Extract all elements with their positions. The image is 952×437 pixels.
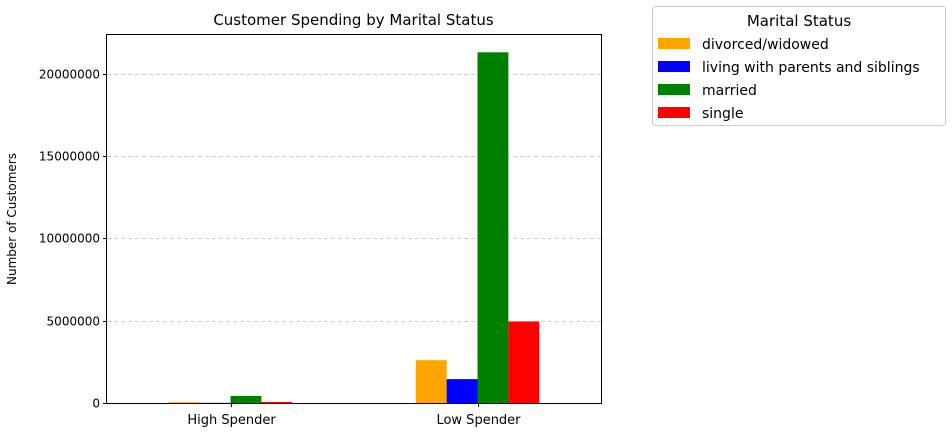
x-tick-label: Low Spender [436,413,521,428]
chart-title: Customer Spending by Marital Status [213,11,494,29]
bar-married-high-spender [231,396,262,403]
legend-label: married [702,83,757,99]
legend-swatch [658,84,690,95]
legend-swatch [658,38,690,49]
bars-layer [169,52,540,403]
legend-title: Marital Status [747,12,851,30]
bar-married-low-spender [478,52,509,403]
legend-label: divorced/widowed [702,37,829,53]
legend-swatch [658,61,690,72]
y-tick-label: 15000000 [39,150,100,164]
y-tick-label: 10000000 [39,232,100,246]
y-tick-label: 20000000 [39,68,100,82]
legend-swatch [658,107,690,118]
y-tick-label: 0 [92,397,100,411]
legend: Marital Status divorced/widowed living wi… [653,7,946,126]
bar-single-high-spender [261,402,292,403]
y-axis-ticks: 0 5000000 10000000 15000000 20000000 [39,68,107,411]
bar-divorced-widowed-high-spender [169,402,200,403]
legend-label: single [702,106,743,122]
x-tick-label: High Spender [187,413,276,428]
bar-divorced-widowed-low-spender [416,360,447,403]
bar-living-with-parents-and-siblings-low-spender [447,379,478,403]
legend-label: living with parents and siblings [702,60,920,76]
bar-single-low-spender [508,321,539,403]
grid-lines [107,75,601,322]
y-tick-label: 5000000 [47,315,100,329]
y-axis-label: Number of Customers [5,153,19,285]
x-axis-ticks: High Spender Low Spender [187,403,521,428]
